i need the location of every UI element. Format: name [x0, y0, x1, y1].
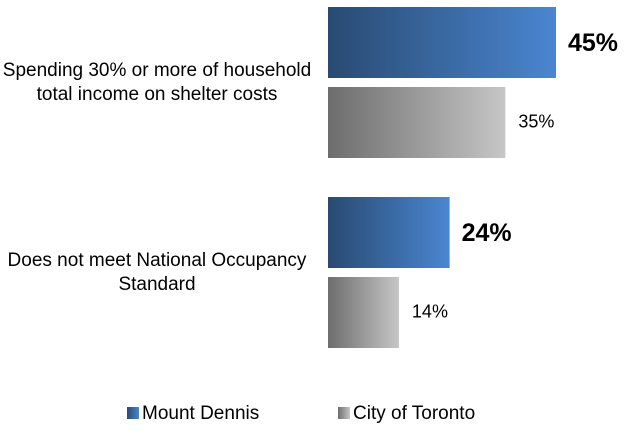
- bar: [328, 7, 556, 78]
- legend-label: City of Toronto: [353, 403, 475, 424]
- bar: [328, 277, 399, 348]
- value-label: 35%: [518, 111, 554, 131]
- bar: [328, 87, 506, 158]
- value-label: 14%: [412, 301, 448, 321]
- legend-marker: [338, 407, 350, 419]
- category-label: Does not meet National Occupancy Standar…: [7, 249, 307, 295]
- legend-marker: [127, 407, 139, 419]
- value-label: 45%: [568, 29, 618, 57]
- value-label: 24%: [462, 219, 512, 247]
- legend-label: Mount Dennis: [142, 403, 259, 424]
- bar: [328, 197, 450, 268]
- category-label: Spending 30% or more of household total …: [2, 59, 312, 105]
